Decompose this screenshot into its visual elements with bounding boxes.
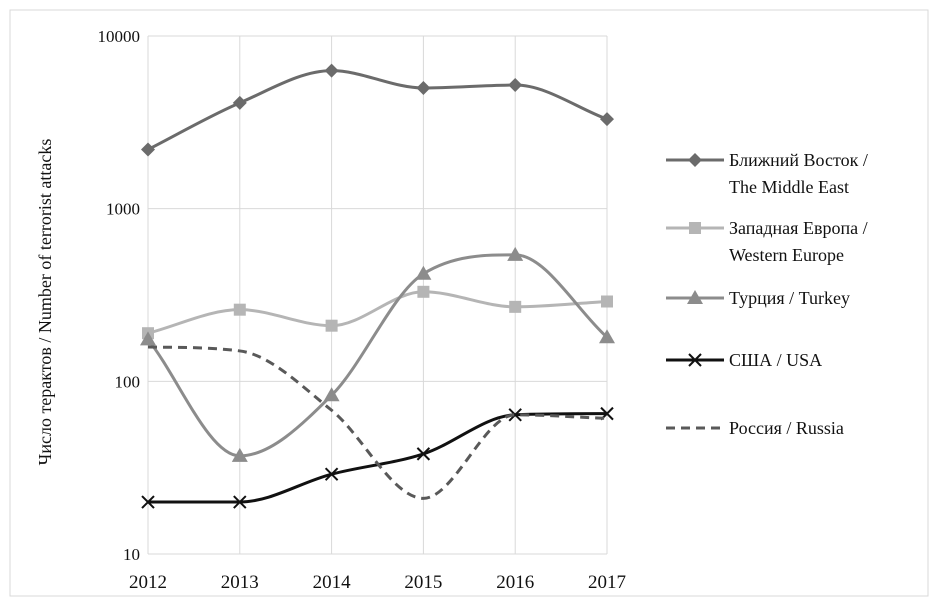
x-tick-label: 2016 xyxy=(496,572,534,593)
data-point xyxy=(416,447,431,461)
data-point xyxy=(417,285,430,298)
legend-label: The Middle East xyxy=(729,177,849,197)
x-tick-label: 2012 xyxy=(129,572,167,593)
series xyxy=(140,63,615,509)
legend-label: Western Europe xyxy=(729,245,844,265)
data-point xyxy=(508,408,522,422)
series-2 xyxy=(140,246,615,462)
legend-marker xyxy=(687,290,703,304)
series-4 xyxy=(147,345,608,500)
series-line xyxy=(147,290,608,335)
data-point xyxy=(325,319,338,332)
series-line xyxy=(147,412,608,504)
data-point xyxy=(416,80,431,95)
data-point xyxy=(415,265,432,280)
y-tick-label: 100 xyxy=(115,372,141,391)
x-tick-label: 2014 xyxy=(313,572,352,593)
y-tick-label: 10000 xyxy=(98,27,141,46)
x-axis-ticks: 2012 2013 2014 2015 2016 2017 xyxy=(129,572,626,593)
legend-label: Турция / Turkey xyxy=(729,288,850,308)
data-point xyxy=(324,63,339,78)
legend-label: Россия / Russia xyxy=(729,418,844,438)
x-tick-label: 2013 xyxy=(221,572,259,593)
data-point xyxy=(233,495,247,509)
legend-label: Ближний Восток / xyxy=(729,150,868,170)
data-point xyxy=(324,467,339,481)
legend-item: Турция / Turkey xyxy=(666,288,850,308)
x-tick-label: 2015 xyxy=(404,572,442,593)
legend-item: США / USA xyxy=(666,350,822,370)
legend-marker xyxy=(688,353,702,367)
legend-item: Россия / Russia xyxy=(666,418,844,438)
data-point xyxy=(232,95,247,110)
legend-label: США / USA xyxy=(729,350,822,370)
series-line xyxy=(146,253,609,458)
y-axis-ticks: 10 100 1000 10000 xyxy=(98,27,141,564)
y-axis-label: Число терактов / Number of terrorist att… xyxy=(35,139,55,466)
data-point xyxy=(601,295,613,308)
data-point xyxy=(141,495,155,509)
data-point xyxy=(509,300,522,313)
series-0 xyxy=(141,63,614,157)
legend-label: Западная Европа / xyxy=(729,218,868,238)
data-point xyxy=(507,246,524,261)
legend-item: Западная Европа / Western Europe xyxy=(666,218,868,265)
data-point xyxy=(323,387,340,402)
data-point xyxy=(141,142,155,157)
legend-marker xyxy=(689,222,701,234)
grid xyxy=(147,35,608,555)
y-tick-label: 1000 xyxy=(106,200,140,219)
series-line xyxy=(147,69,608,151)
data-point xyxy=(599,329,615,344)
data-point xyxy=(233,303,246,316)
data-point xyxy=(508,78,523,93)
y-tick-label: 10 xyxy=(123,545,140,564)
data-point xyxy=(231,447,248,462)
series-3 xyxy=(141,406,614,509)
x-tick-label: 2017 xyxy=(588,572,626,593)
legend-item: Ближний Восток / The Middle East xyxy=(666,150,868,197)
legend-marker xyxy=(688,153,702,167)
chart-frame xyxy=(9,9,929,597)
data-point xyxy=(600,112,614,127)
legend: Ближний Восток / The Middle East Западная … xyxy=(666,150,868,438)
series-line xyxy=(147,345,608,500)
data-point xyxy=(140,331,156,346)
